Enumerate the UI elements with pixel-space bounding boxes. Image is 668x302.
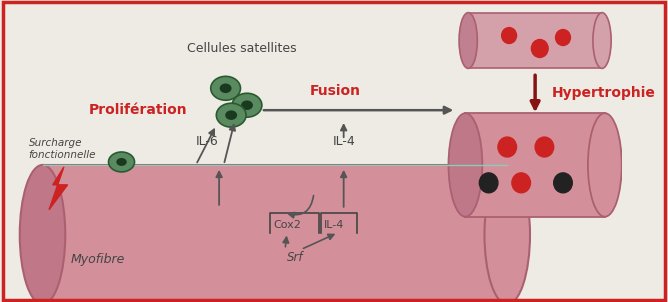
Ellipse shape	[220, 84, 232, 93]
Text: Srf: Srf	[287, 251, 303, 264]
Ellipse shape	[20, 165, 65, 302]
Ellipse shape	[448, 113, 482, 217]
Text: Myofibre: Myofibre	[70, 253, 125, 266]
Text: Prolifération: Prolifération	[89, 103, 188, 117]
Text: IL-4: IL-4	[324, 220, 345, 230]
Text: IL-6: IL-6	[196, 135, 218, 148]
Ellipse shape	[593, 13, 611, 68]
Bar	[468, 13, 602, 68]
Bar	[466, 113, 605, 217]
Circle shape	[512, 173, 530, 193]
Text: Cellules satellites: Cellules satellites	[186, 43, 296, 56]
Ellipse shape	[459, 13, 478, 68]
Ellipse shape	[225, 111, 237, 120]
Circle shape	[498, 137, 516, 157]
Text: IL-4: IL-4	[332, 135, 355, 148]
Circle shape	[502, 27, 516, 43]
Ellipse shape	[108, 152, 134, 172]
Polygon shape	[49, 167, 67, 210]
Circle shape	[535, 137, 554, 157]
Ellipse shape	[484, 165, 530, 302]
Ellipse shape	[210, 76, 240, 100]
Circle shape	[556, 30, 570, 46]
Text: Surcharge: Surcharge	[29, 138, 82, 148]
Ellipse shape	[241, 101, 253, 110]
Bar	[43, 165, 507, 302]
Circle shape	[480, 173, 498, 193]
Ellipse shape	[232, 93, 262, 117]
Circle shape	[554, 173, 572, 193]
Text: Fusion: Fusion	[310, 84, 361, 98]
Text: Hypertrophie: Hypertrophie	[552, 86, 656, 100]
Text: Cox2: Cox2	[273, 220, 301, 230]
Ellipse shape	[588, 113, 622, 217]
Text: fonctionnelle: fonctionnelle	[29, 150, 96, 160]
Ellipse shape	[216, 103, 246, 127]
Ellipse shape	[116, 158, 127, 166]
Circle shape	[532, 40, 548, 57]
